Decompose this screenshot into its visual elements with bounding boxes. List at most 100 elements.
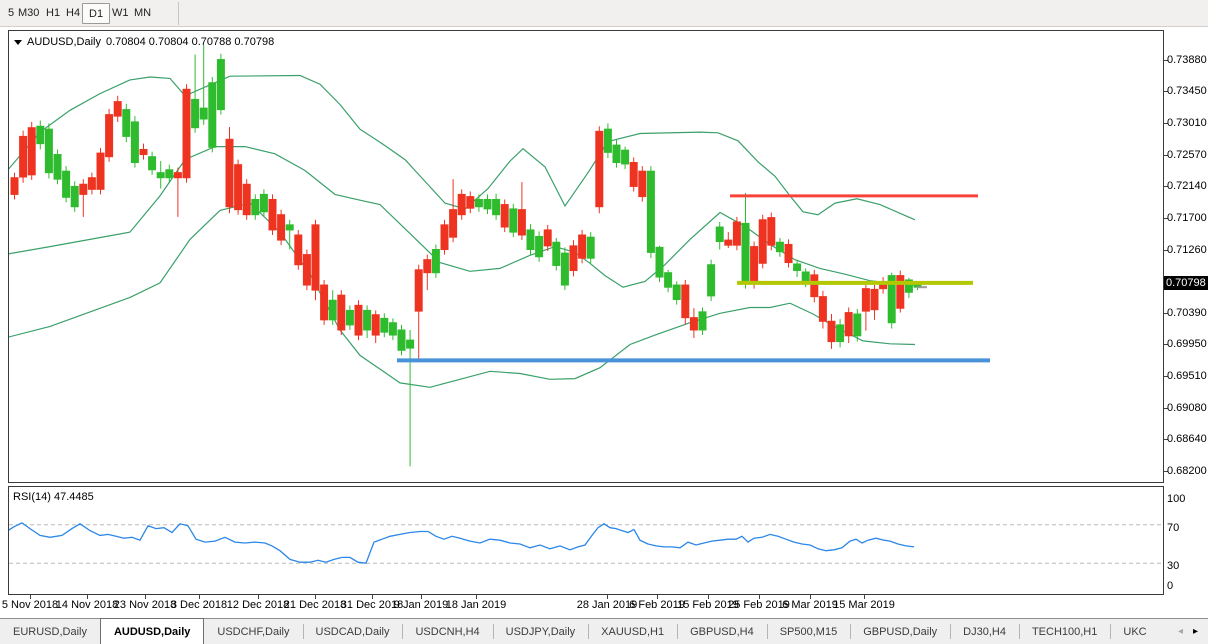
candle-body xyxy=(638,170,647,198)
candle-body xyxy=(569,245,578,272)
symbol-tab-gbpusd-daily[interactable]: GBPUSD,Daily xyxy=(850,619,950,644)
candle-body xyxy=(191,98,200,129)
date-tick xyxy=(145,595,146,599)
candle-body xyxy=(500,204,509,228)
tab-scroll-right-icon[interactable]: ▸ xyxy=(1192,626,1198,637)
candle-body xyxy=(345,309,354,326)
price-tick xyxy=(1164,218,1168,219)
symbol-tab-usdchf-daily[interactable]: USDCHF,Daily xyxy=(217,625,290,638)
candle-body xyxy=(311,224,320,291)
price-tick-label: 0.72140 xyxy=(1167,180,1207,192)
bollinger-upper-band xyxy=(9,74,916,221)
candle-body xyxy=(431,249,440,274)
candle-body xyxy=(208,82,217,148)
candle-body xyxy=(156,172,165,179)
candle-body xyxy=(784,243,793,264)
price-tick-label: 0.71700 xyxy=(1167,212,1207,224)
tab-scroll-left-icon[interactable]: ◂ xyxy=(1177,626,1183,637)
candle-body xyxy=(96,152,105,190)
timeframe-button-D1[interactable]: D1 xyxy=(82,3,111,24)
candle-body xyxy=(173,172,182,179)
candle-body xyxy=(53,154,62,180)
symbol-tab-usdcnh-h4[interactable]: USDCNH,H4 xyxy=(402,619,492,644)
chart-dropdown-icon[interactable] xyxy=(14,39,22,45)
symbol-tab-eurusd-daily[interactable]: EURUSD,Daily xyxy=(13,625,87,638)
rsi-level-label: 100 xyxy=(1167,493,1186,505)
timeframe-button-5[interactable]: 5 xyxy=(8,7,15,19)
candle-body xyxy=(810,274,819,298)
symbol-tab-ukc[interactable]: UKC xyxy=(1110,619,1159,644)
date-tick xyxy=(657,595,658,599)
date-tick-label: 23 Nov 2018 xyxy=(113,599,177,611)
candle-body xyxy=(801,271,810,283)
candle-body xyxy=(139,148,148,156)
candle-body xyxy=(904,279,913,293)
candle-body xyxy=(853,313,862,337)
price-tick xyxy=(1164,313,1168,314)
candle-body xyxy=(294,234,303,266)
candle-body xyxy=(603,128,612,153)
candle-body xyxy=(122,109,131,137)
rsi-indicator-pane[interactable] xyxy=(8,486,1164,595)
date-tick xyxy=(708,595,709,599)
date-tick-label: 21 Dec 2018 xyxy=(283,599,347,611)
symbol-tab-audusd-daily[interactable]: AUDUSD,Daily xyxy=(99,618,205,644)
candle-body xyxy=(285,224,294,231)
symbol-tab-tech100-h1[interactable]: TECH100,H1 xyxy=(1018,619,1110,644)
candle-body xyxy=(19,135,28,178)
rsi-chart xyxy=(9,522,1162,564)
candle-body xyxy=(621,149,630,165)
candle-body xyxy=(423,259,432,274)
date-tick-label: 14 Nov 2018 xyxy=(55,599,119,611)
timeframe-button-H1[interactable]: H1 xyxy=(46,7,61,19)
candle-body xyxy=(388,322,397,336)
symbol-tab-sp500-m15[interactable]: SP500,M15 xyxy=(766,619,850,644)
price-tick xyxy=(1164,250,1168,251)
symbol-tab-usdcad-daily[interactable]: USDCAD,Daily xyxy=(302,619,403,644)
timeframe-button-MN[interactable]: MN xyxy=(134,7,152,19)
candle-body xyxy=(543,229,552,247)
chart-title: AUDUSD,Daily 0.70804 0.70804 0.70788 0.7… xyxy=(14,36,274,48)
candle-body xyxy=(509,208,518,233)
timeframe-button-W1[interactable]: W1 xyxy=(112,7,129,19)
symbol-tab-gbpusd-h4[interactable]: GBPUSD,H4 xyxy=(677,619,767,644)
candle-body xyxy=(371,314,380,336)
timeframe-button-M30[interactable]: M30 xyxy=(18,7,40,19)
symbol-tab-dj30-h4[interactable]: DJ30,H4 xyxy=(950,619,1019,644)
price-tick-label: 0.73450 xyxy=(1167,85,1207,97)
candle-body xyxy=(758,219,767,264)
candle-body xyxy=(741,222,750,284)
candle-body xyxy=(689,317,698,331)
candle-body xyxy=(466,196,475,209)
price-tick-label: 0.70390 xyxy=(1167,307,1207,319)
date-tick xyxy=(199,595,200,599)
price-chart-pane[interactable] xyxy=(8,30,1164,483)
candle-body xyxy=(578,234,587,259)
price-tick-label: 0.69510 xyxy=(1167,370,1207,382)
date-tick xyxy=(315,595,316,599)
bollinger-lower-band xyxy=(9,202,916,388)
candle-body xyxy=(397,329,406,351)
candle-body xyxy=(234,164,243,211)
candle-body xyxy=(216,59,225,111)
date-tick-label: 6 Mar 2019 xyxy=(782,599,838,611)
price-tick xyxy=(1164,91,1168,92)
symbol-tab-xauusd-h1[interactable]: XAUUSD,H1 xyxy=(588,619,677,644)
candle-body xyxy=(113,101,122,117)
candle-body xyxy=(767,217,776,246)
candle-body xyxy=(130,121,139,164)
candle-body xyxy=(27,127,36,176)
price-tick-label: 0.71260 xyxy=(1167,244,1207,256)
candle-body xyxy=(199,107,208,120)
price-tick-label: 0.72570 xyxy=(1167,149,1207,161)
symbol-tab-usdjpy-daily[interactable]: USDJPY,Daily xyxy=(492,619,589,644)
candle-body xyxy=(70,185,79,208)
candle-body xyxy=(354,304,363,336)
candle-body xyxy=(517,209,526,236)
date-tick xyxy=(421,595,422,599)
candle-body xyxy=(380,317,389,333)
candle-body xyxy=(629,162,638,187)
timeframe-button-H4[interactable]: H4 xyxy=(66,7,81,19)
candle-body xyxy=(259,193,268,213)
